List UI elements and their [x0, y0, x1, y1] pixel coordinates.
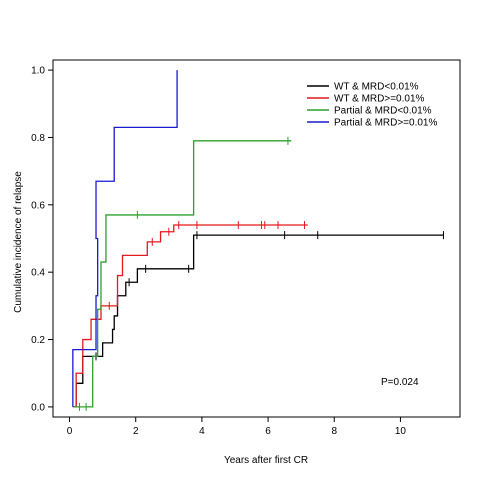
x-tick-label: 10 [395, 426, 407, 437]
x-tick-label: 0 [67, 426, 73, 437]
x-tick-label: 6 [265, 426, 271, 437]
series-line [72, 234, 444, 408]
y-tick-label: 0.6 [31, 200, 45, 211]
series-4 [72, 70, 178, 407]
series-line [72, 224, 308, 408]
x-tick-label: 4 [199, 426, 205, 437]
series-line [72, 140, 292, 408]
legend-label: Partial & MRD>=0.01% [334, 118, 437, 129]
series-2 [72, 221, 308, 408]
x-axis-title: Years after first CR [224, 455, 308, 466]
series-layer [72, 70, 444, 411]
x-tick-label: 2 [133, 426, 139, 437]
y-tick-label: 1.0 [31, 66, 45, 77]
axes: 0 2 4 6 8 10 0.0 0.2 0.4 0.6 0.8 1.0 [31, 59, 461, 437]
legend-label: WT & MRD>=0.01% [334, 94, 425, 105]
x-tick-label: 8 [331, 426, 337, 437]
series-line [72, 70, 178, 407]
legend-label: WT & MRD<0.01% [334, 82, 419, 93]
p-value-annotation: P=0.024 [381, 377, 419, 388]
y-tick-label: 0.0 [31, 402, 45, 413]
legend-label: Partial & MRD<0.01% [334, 106, 432, 117]
series-3 [72, 136, 292, 411]
y-tick-label: 0.8 [31, 133, 45, 144]
legend: WT & MRD<0.01%WT & MRD>=0.01%Partial & M… [307, 82, 437, 129]
y-tick-label: 0.2 [31, 335, 45, 346]
plot-frame [52, 59, 461, 418]
y-axis-title: Cumulative incidence of relapse [13, 171, 24, 313]
y-tick-label: 0.4 [31, 268, 45, 279]
